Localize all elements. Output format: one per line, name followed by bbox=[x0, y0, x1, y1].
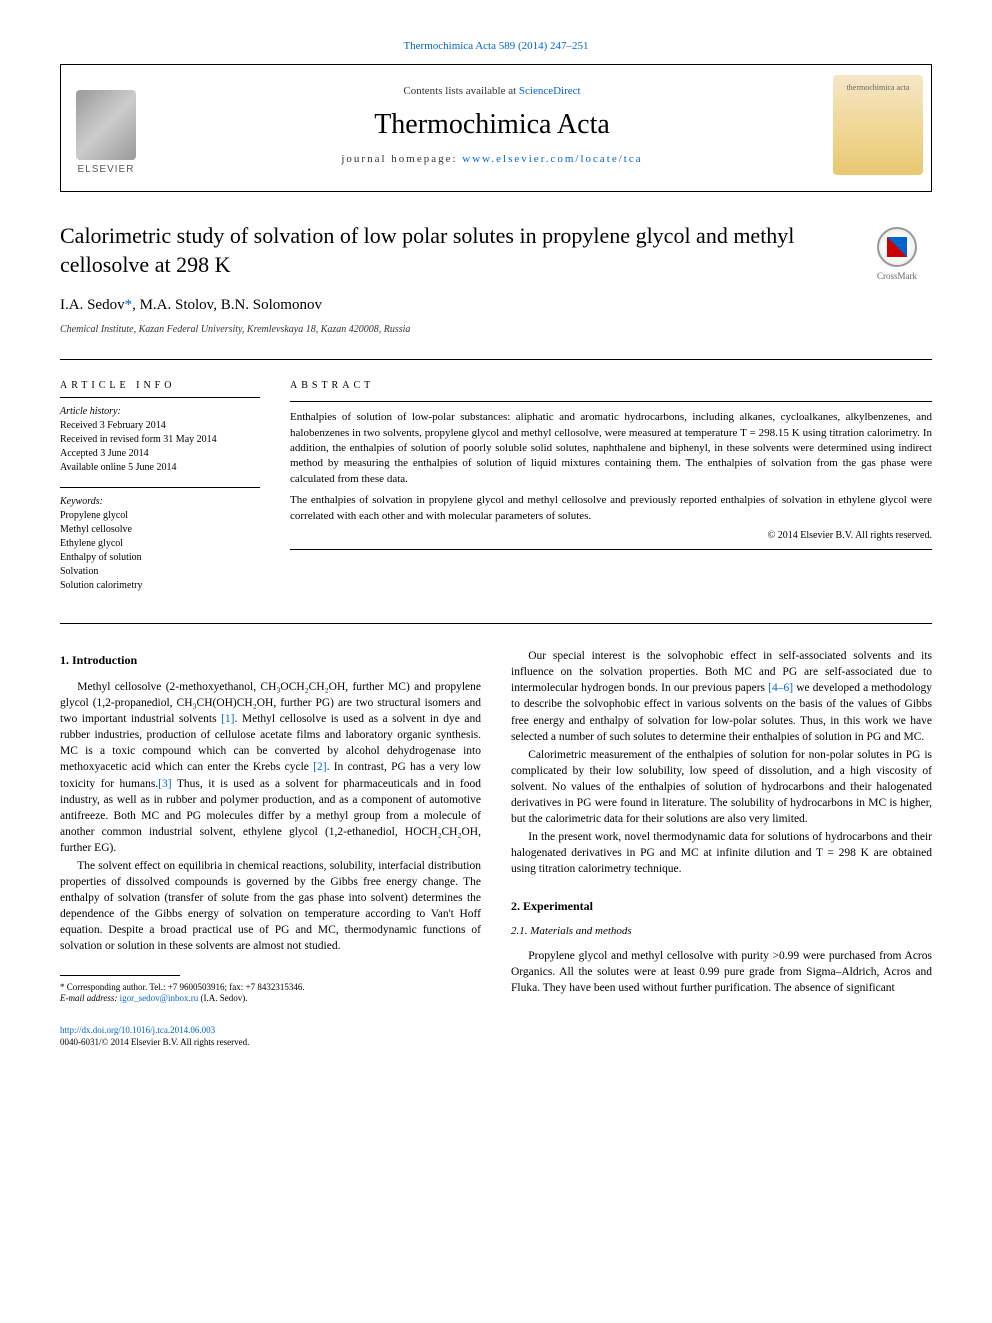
abstract-p1: Enthalpies of solution of low-polar subs… bbox=[290, 410, 932, 487]
s2-1-p1: Propylene glycol and methyl cellosolve w… bbox=[511, 948, 932, 996]
s1-p3: Our special interest is the solvophobic … bbox=[511, 648, 932, 745]
abstract-p2: The enthalpies of solvation in propylene… bbox=[290, 493, 932, 524]
cover-title-text: thermochimica acta bbox=[833, 83, 923, 92]
divider bbox=[290, 549, 932, 550]
contents-line: Contents lists available at ScienceDirec… bbox=[151, 85, 833, 97]
keywords-list: Propylene glycol Methyl cellosolve Ethyl… bbox=[60, 509, 260, 593]
crossmark-label: CrossMark bbox=[862, 271, 932, 281]
history-label: Article history: bbox=[60, 406, 260, 417]
footnote-block: * Corresponding author. Tel.: +7 9600503… bbox=[60, 982, 481, 1005]
journal-title: Thermochimica Acta bbox=[151, 109, 833, 141]
section-1-heading: 1. Introduction bbox=[60, 652, 481, 669]
article-info-column: ARTICLE INFO Article history: Received 3… bbox=[60, 380, 260, 593]
s1-p5: In the present work, novel thermodynamic… bbox=[511, 829, 932, 877]
crossmark-badge[interactable]: CrossMark bbox=[862, 227, 932, 281]
contents-prefix: Contents lists available at bbox=[403, 85, 518, 97]
author-sep: , bbox=[213, 297, 221, 313]
email-suffix: (I.A. Sedov). bbox=[198, 993, 247, 1003]
email-line: E-mail address: igor_sedov@inbox.ru (I.A… bbox=[60, 993, 481, 1005]
email-link[interactable]: igor_sedov@inbox.ru bbox=[120, 993, 199, 1003]
affiliation: Chemical Institute, Kazan Federal Univer… bbox=[60, 324, 932, 335]
ref-1-link[interactable]: [1] bbox=[221, 713, 234, 725]
s1-p4: Calorimetric measurement of the enthalpi… bbox=[511, 747, 932, 827]
issn-line: 0040-6031/© 2014 Elsevier B.V. All right… bbox=[60, 1037, 932, 1049]
crossmark-icon bbox=[877, 227, 917, 267]
homepage-prefix: journal homepage: bbox=[341, 153, 462, 165]
section-2-heading: 2. Experimental bbox=[511, 898, 932, 915]
elsevier-logo: ELSEVIER bbox=[61, 75, 151, 175]
abstract-text: Enthalpies of solution of low-polar subs… bbox=[290, 410, 932, 524]
homepage-line: journal homepage: www.elsevier.com/locat… bbox=[151, 153, 833, 165]
s1-p1: Methyl cellosolve (2-methoxyethanol, CH₃… bbox=[60, 679, 481, 856]
article-info-heading: ARTICLE INFO bbox=[60, 380, 260, 391]
author-1: I.A. Sedov bbox=[60, 297, 125, 313]
ref-3-link[interactable]: [3] bbox=[158, 778, 171, 790]
header-center: Contents lists available at ScienceDirec… bbox=[151, 85, 833, 165]
author-sep: , bbox=[132, 297, 140, 313]
abstract-heading: ABSTRACT bbox=[290, 380, 932, 391]
journal-header-box: ELSEVIER Contents lists available at Sci… bbox=[60, 64, 932, 192]
main-content: 1. Introduction Methyl cellosolve (2-met… bbox=[60, 648, 932, 1005]
doi-link[interactable]: http://dx.doi.org/10.1016/j.tca.2014.06.… bbox=[60, 1025, 215, 1035]
author-2: M.A. Stolov bbox=[140, 297, 214, 313]
homepage-link[interactable]: www.elsevier.com/locate/tca bbox=[462, 153, 642, 165]
corresponding-author-note: * Corresponding author. Tel.: +7 9600503… bbox=[60, 982, 481, 994]
divider bbox=[60, 359, 932, 360]
info-abstract-row: ARTICLE INFO Article history: Received 3… bbox=[60, 380, 932, 593]
ref-2-link[interactable]: [2] bbox=[313, 761, 326, 773]
elsevier-text: ELSEVIER bbox=[78, 164, 135, 175]
email-label: E-mail address: bbox=[60, 993, 120, 1003]
section-2-1-heading: 2.1. Materials and methods bbox=[511, 924, 932, 939]
keywords-label: Keywords: bbox=[60, 496, 260, 507]
author-3: B.N. Solomonov bbox=[221, 297, 322, 313]
corresponding-author-link[interactable]: * bbox=[125, 297, 133, 313]
journal-cover-thumbnail: thermochimica acta bbox=[833, 75, 923, 175]
abstract-column: ABSTRACT Enthalpies of solution of low-p… bbox=[290, 380, 932, 593]
copyright: © 2014 Elsevier B.V. All rights reserved… bbox=[290, 530, 932, 541]
footer: http://dx.doi.org/10.1016/j.tca.2014.06.… bbox=[60, 1025, 932, 1048]
ref-4-6-link[interactable]: [4–6] bbox=[768, 682, 793, 694]
footnote-divider bbox=[60, 975, 180, 976]
article-title: Calorimetric study of solvation of low p… bbox=[60, 222, 932, 279]
history-text: Received 3 February 2014 Received in rev… bbox=[60, 419, 260, 475]
citation-link[interactable]: Thermochimica Acta 589 (2014) 247–251 bbox=[403, 40, 588, 52]
s1-p2: The solvent effect on equilibria in chem… bbox=[60, 858, 481, 955]
header-citation: Thermochimica Acta 589 (2014) 247–251 bbox=[60, 40, 932, 52]
elsevier-tree-icon bbox=[76, 90, 136, 160]
sciencedirect-link[interactable]: ScienceDirect bbox=[519, 85, 581, 97]
authors-line: I.A. Sedov*, M.A. Stolov, B.N. Solomonov bbox=[60, 297, 932, 314]
